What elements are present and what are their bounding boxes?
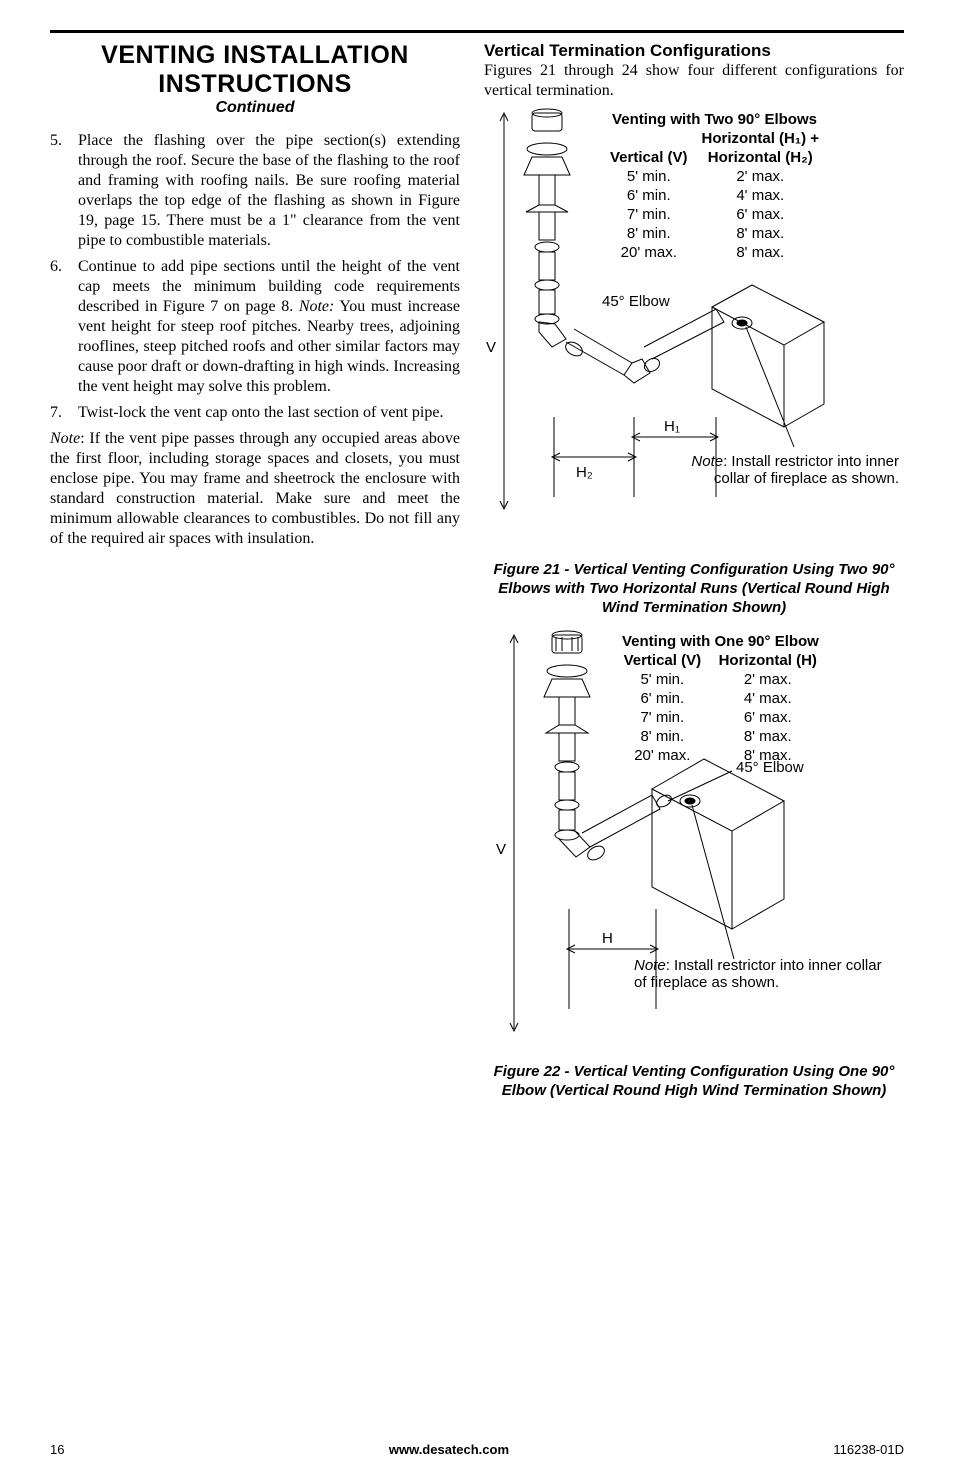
note-text: : If the vent pipe passes through any oc… bbox=[50, 430, 460, 547]
note-label: Note bbox=[50, 430, 80, 447]
list-text: Twist-lock the vent cap onto the last se… bbox=[78, 403, 460, 423]
list-text: Continue to add pipe sections until the … bbox=[78, 257, 460, 397]
list-number: 5. bbox=[50, 131, 78, 251]
main-heading-line2: INSTRUCTIONS bbox=[50, 70, 460, 99]
continued-label: Continued bbox=[50, 99, 460, 117]
figure-21-table: Venting with Two 90° Elbows Horizontal (… bbox=[602, 109, 827, 263]
v-axis-label: V bbox=[486, 339, 496, 356]
figure-21-note: Note: Install restrictor into inner coll… bbox=[679, 453, 899, 487]
instruction-list: 5. Place the flashing over the pipe sect… bbox=[50, 131, 460, 423]
figure-21-caption: Figure 21 - Vertical Venting Configurati… bbox=[484, 561, 904, 617]
list-number: 7. bbox=[50, 403, 78, 423]
elbow-45-label-22: 45° Elbow bbox=[736, 759, 804, 776]
h1-label: H₁ bbox=[664, 418, 680, 435]
elbow-45-label: 45° Elbow bbox=[602, 293, 670, 310]
figure-22: V H Venting with One 90° Elbow Vertica bbox=[484, 629, 904, 1059]
figure-22-note: Note: Install restrictor into inner coll… bbox=[634, 957, 884, 991]
footer-url: www.desatech.com bbox=[389, 1442, 509, 1457]
vertical-term-heading: Vertical Termination Configurations bbox=[484, 41, 904, 61]
list-item: 6. Continue to add pipe sections until t… bbox=[50, 257, 460, 397]
vertical-term-para: Figures 21 through 24 show four differen… bbox=[484, 61, 904, 101]
list-item: 7. Twist-lock the vent cap onto the last… bbox=[50, 403, 460, 423]
right-column: Vertical Termination Configurations Figu… bbox=[484, 41, 904, 1101]
list-text: Place the flashing over the pipe section… bbox=[78, 131, 460, 251]
h2-label: H₂ bbox=[576, 464, 593, 481]
list-item: 5. Place the flashing over the pipe sect… bbox=[50, 131, 460, 251]
list-number: 6. bbox=[50, 257, 78, 397]
main-heading-line1: VENTING INSTALLATION bbox=[50, 41, 460, 70]
h-label: H bbox=[602, 930, 613, 947]
figure-22-table: Venting with One 90° Elbow Vertical (V)H… bbox=[614, 631, 827, 766]
v-axis-label-22: V bbox=[496, 841, 506, 858]
page-footer: 16 www.desatech.com 116238-01D bbox=[50, 1442, 904, 1457]
note-paragraph: Note: If the vent pipe passes through an… bbox=[50, 429, 460, 549]
page-number: 16 bbox=[50, 1442, 64, 1457]
doc-number: 116238-01D bbox=[833, 1442, 904, 1457]
left-column: VENTING INSTALLATION INSTRUCTIONS Contin… bbox=[50, 41, 460, 1101]
figure-21: V H₂ bbox=[484, 107, 904, 557]
figure-22-caption: Figure 22 - Vertical Venting Configurati… bbox=[484, 1063, 904, 1101]
